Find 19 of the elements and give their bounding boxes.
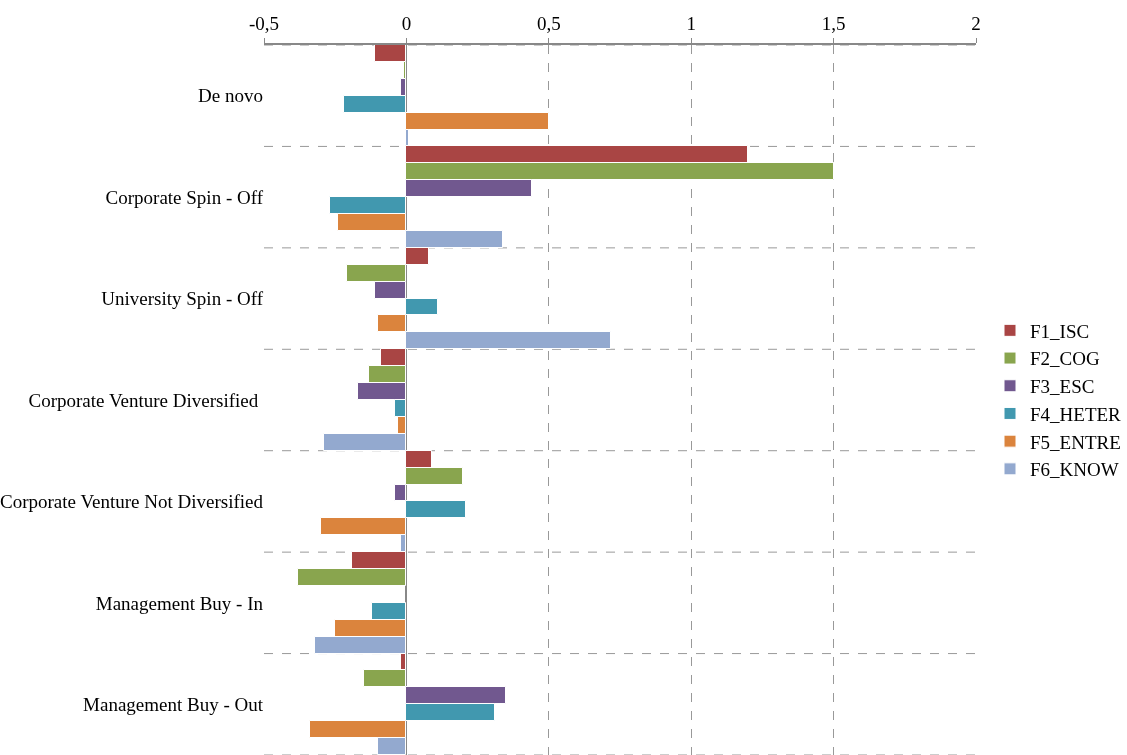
legend-label: F5_ENTRE bbox=[1030, 431, 1121, 453]
y-tick-label: Corporate Spin - Off bbox=[105, 186, 264, 208]
x-tick-label: 0 bbox=[401, 13, 412, 35]
x-tick-label: 0,5 bbox=[536, 13, 561, 35]
y-tick-label: Corporate Venture Not Diversified bbox=[0, 491, 264, 513]
legend-label: F4_HETER bbox=[1030, 403, 1122, 425]
y-tick-label: Management Buy - In bbox=[95, 592, 264, 614]
x-tick-label: 2 bbox=[971, 13, 981, 35]
legend-label: F6_KNOW bbox=[1030, 459, 1119, 481]
y-tick-label: University Spin - Off bbox=[101, 288, 264, 310]
x-tick-label: 1 bbox=[686, 13, 696, 35]
x-tick-label: 1,5 bbox=[821, 13, 846, 35]
y-tick-label: De novo bbox=[198, 85, 263, 107]
y-tick-label: Corporate Venture Diversified bbox=[28, 389, 263, 411]
x-tick-label: -0,5 bbox=[248, 13, 280, 35]
legend-label: F3_ESC bbox=[1030, 376, 1095, 398]
legend-label: F2_COG bbox=[1030, 348, 1100, 370]
y-tick-label: Management Buy - Out bbox=[83, 693, 264, 715]
legend-label: F1_ISC bbox=[1030, 320, 1090, 342]
